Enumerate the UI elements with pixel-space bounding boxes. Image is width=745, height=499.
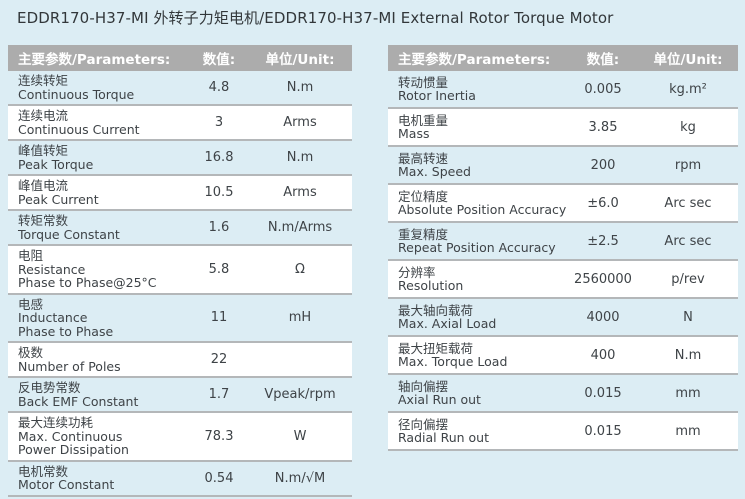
- unit-cell: Arc sec: [664, 233, 712, 249]
- column-header-unit: 单位/Unit:: [653, 52, 723, 68]
- unit-cell: N.m: [286, 150, 314, 165]
- parameter-cell: 转矩常数 Torque Constant: [18, 213, 120, 242]
- value-cell: 3: [214, 115, 224, 130]
- table-row: 最高转速 Max. Speed 200 rpm: [388, 147, 738, 185]
- value-cell: 0.005: [584, 81, 622, 97]
- unit-cell: N.m/√M: [274, 470, 326, 486]
- table-row: 峰值电流 Peak Current 10.5 Arms: [8, 176, 352, 211]
- value-cell: 200: [590, 157, 616, 173]
- table-row: 转动惯量 Rotor Inertia 0.005 kg.m²: [388, 71, 738, 109]
- parameter-cell: 连续转矩 Continuous Torque: [18, 73, 135, 102]
- value-cell: 78.3: [204, 428, 234, 444]
- value-cell: 10.5: [204, 185, 234, 200]
- column-header-value: 数值:: [586, 52, 620, 68]
- table-body: 转动惯量 Rotor Inertia 0.005 kg.m² 电机重量 Mass 3…: [388, 71, 738, 451]
- table-row: 最大扭矩载荷 Max. Torque Load 400 N.m: [388, 337, 738, 375]
- column-header-parameters: 主要参数/Parameters:: [398, 52, 551, 68]
- parameter-cell: 极数 Number of Poles: [18, 345, 121, 374]
- unit-cell: Arc sec: [664, 195, 712, 211]
- value-cell: 400: [590, 347, 616, 363]
- value-cell: 16.8: [204, 150, 234, 165]
- table-header-row: 主要参数/Parameters: 数值: 单位/Unit:: [8, 45, 352, 71]
- table-row: 径向偏摆 Radial Run out 0.015 mm: [388, 413, 738, 451]
- unit-cell: Ω: [295, 261, 305, 277]
- table-row: 反电势常数 Back EMF Constant 1.7 Vpeak/rpm: [8, 378, 352, 413]
- table-row: 重复精度 Repeat Position Accuracy ±2.5 Arc se…: [388, 223, 738, 261]
- parameter-cell: 重复精度 Repeat Position Accuracy: [398, 226, 556, 255]
- unit-cell: p/rev: [671, 271, 705, 287]
- value-cell: 0.015: [584, 385, 622, 401]
- spec-tables-container: 主要参数/Parameters: 数值: 单位/Unit: 连续转矩 Contin…: [8, 45, 738, 497]
- table-row: 电阻 Resistance Phase to Phase@25°C 5.8 Ω: [8, 246, 352, 295]
- parameter-cell: 电机重量 Mass: [398, 112, 449, 141]
- parameter-cell: 最大轴向载荷 Max. Axial Load: [398, 302, 497, 331]
- parameter-cell: 电机常数 Motor Constant: [18, 463, 115, 492]
- parameter-cell: 电阻 Resistance Phase to Phase@25°C: [18, 248, 157, 290]
- table-row: 分辨率 Resolution 2560000 p/rev: [388, 261, 738, 299]
- table-row: 转矩常数 Torque Constant 1.6 N.m/Arms: [8, 211, 352, 246]
- parameter-cell: 定位精度 Absolute Position Accuracy: [398, 188, 567, 217]
- table-row: 定位精度 Absolute Position Accuracy ±6.0 Arc …: [388, 185, 738, 223]
- parameter-cell: 径向偏摆 Radial Run out: [398, 416, 489, 445]
- value-cell: 0.54: [204, 470, 234, 486]
- parameter-cell: 转动惯量 Rotor Inertia: [398, 74, 476, 103]
- unit-cell: Vpeak/rpm: [264, 387, 336, 402]
- table-row: 轴向偏摆 Axial Run out 0.015 mm: [388, 375, 738, 413]
- value-cell: 4.8: [208, 80, 230, 95]
- value-cell: 0.015: [584, 423, 622, 439]
- value-cell: 4000: [586, 309, 620, 325]
- unit-cell: mm: [675, 385, 701, 401]
- parameter-cell: 峰值转矩 Peak Torque: [18, 143, 94, 172]
- parameter-cell: 峰值电流 Peak Current: [18, 178, 99, 207]
- unit-cell: N: [683, 309, 693, 325]
- table-row: 电机常数 Motor Constant 0.54 N.m/√M: [8, 461, 352, 497]
- value-cell: 1.6: [208, 220, 230, 235]
- value-cell: ±6.0: [587, 195, 619, 211]
- table-row: 电感 Inductance Phase to Phase 11 mH: [8, 294, 352, 343]
- parameters-table-right: 主要参数/Parameters: 数值: 单位/Unit: 转动惯量 Rotor …: [388, 45, 738, 451]
- table-row: 电机重量 Mass 3.85 kg: [388, 109, 738, 147]
- value-cell: 2560000: [574, 271, 632, 287]
- parameter-cell: 最大扭矩载荷 Max. Torque Load: [398, 340, 508, 369]
- parameters-table-left: 主要参数/Parameters: 数值: 单位/Unit: 连续转矩 Contin…: [8, 45, 352, 497]
- value-cell: ±2.5: [587, 233, 619, 249]
- parameter-cell: 电感 Inductance Phase to Phase: [18, 296, 114, 339]
- value-cell: 22: [210, 352, 228, 367]
- unit-cell: kg: [680, 119, 696, 135]
- unit-cell: Arms: [283, 185, 317, 200]
- table-body: 连续转矩 Continuous Torque 4.8 N.m 连续电流 Contin…: [8, 71, 352, 497]
- unit-cell: N.m: [286, 80, 314, 95]
- column-header-parameters: 主要参数/Parameters:: [18, 52, 171, 68]
- table-row: 最大连续功耗 Max. Continuous Power Dissipation 7…: [8, 413, 352, 462]
- parameter-cell: 反电势常数 Back EMF Constant: [18, 380, 139, 409]
- parameter-cell: 轴向偏摆 Axial Run out: [398, 378, 481, 407]
- unit-cell: kg.m²: [669, 81, 707, 97]
- parameter-cell: 连续电流 Continuous Current: [18, 108, 140, 137]
- unit-cell: N.m/Arms: [267, 220, 333, 235]
- parameter-cell: 最高转速 Max. Speed: [398, 150, 471, 179]
- unit-cell: Arms: [283, 115, 317, 130]
- parameter-cell: 分辨率 Resolution: [398, 264, 464, 293]
- value-cell: 11: [210, 310, 228, 326]
- value-cell: 1.7: [208, 387, 230, 402]
- table-row: 最大轴向载荷 Max. Axial Load 4000 N: [388, 299, 738, 337]
- unit-cell: W: [293, 428, 307, 444]
- parameter-cell: 最大连续功耗 Max. Continuous Power Dissipation: [18, 415, 129, 457]
- column-header-unit: 单位/Unit:: [265, 52, 335, 68]
- unit-cell: rpm: [674, 157, 702, 173]
- value-cell: 3.85: [588, 119, 618, 135]
- unit-cell: N.m: [674, 347, 702, 363]
- unit-cell: mH: [288, 310, 312, 326]
- column-header-value: 数值:: [202, 52, 236, 68]
- table-row: 连续电流 Continuous Current 3 Arms: [8, 106, 352, 141]
- value-cell: 5.8: [208, 261, 230, 277]
- page-title: EDDR170-H37-MI 外转子力矩电机/EDDR170-H37-MI Ex…: [17, 9, 614, 27]
- table-row: 连续转矩 Continuous Torque 4.8 N.m: [8, 71, 352, 106]
- table-row: 峰值转矩 Peak Torque 16.8 N.m: [8, 141, 352, 176]
- table-header-row: 主要参数/Parameters: 数值: 单位/Unit:: [388, 45, 738, 71]
- table-row: 极数 Number of Poles 22: [8, 343, 352, 378]
- unit-cell: mm: [675, 423, 701, 439]
